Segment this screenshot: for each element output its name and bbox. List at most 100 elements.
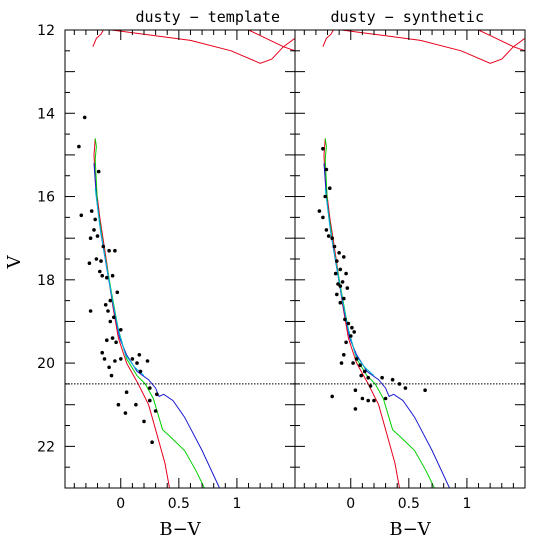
star-point <box>328 186 332 190</box>
star-point <box>105 275 109 280</box>
star-point <box>148 398 152 403</box>
star-point <box>360 396 365 401</box>
isochrone-cyan-6 <box>94 188 145 376</box>
star-point <box>368 384 373 388</box>
star-point <box>155 392 159 397</box>
star-point <box>88 236 93 240</box>
star-point <box>321 146 325 151</box>
y-tick-label: 20 <box>37 356 55 372</box>
star-point <box>324 228 329 232</box>
star-point <box>350 325 354 330</box>
star-point <box>145 359 150 363</box>
isochrone-cyan-6 <box>324 188 375 376</box>
star-point <box>113 359 117 363</box>
y-axis-label: V <box>4 255 25 270</box>
star-point <box>109 373 114 378</box>
star-point <box>358 363 362 368</box>
star-point <box>351 361 355 365</box>
star-point <box>390 377 395 382</box>
star-point <box>95 234 100 238</box>
star-point <box>366 375 371 380</box>
panel-frame <box>294 29 526 489</box>
star-point <box>339 361 344 365</box>
star-point <box>110 273 115 278</box>
isochrone-green-4 <box>324 138 435 488</box>
star-point <box>423 388 427 393</box>
x-tick-label: 0.5 <box>168 496 190 512</box>
star-point <box>380 375 384 380</box>
star-point <box>88 309 93 313</box>
star-point <box>330 236 335 240</box>
star-point <box>138 369 143 374</box>
isochrone-red-0 <box>323 139 400 488</box>
isochrone-blue-5 <box>93 163 220 488</box>
star-point <box>92 228 96 232</box>
star-point <box>107 248 111 253</box>
star-point <box>98 269 102 274</box>
star-point <box>79 213 84 218</box>
star-point <box>107 365 111 370</box>
star-point <box>87 261 92 266</box>
star-point <box>100 350 104 355</box>
star-point <box>112 315 116 320</box>
star-point <box>113 248 117 253</box>
star-point <box>332 244 337 249</box>
star-point <box>153 409 158 413</box>
panel-frame <box>64 29 296 489</box>
star-point <box>82 115 87 120</box>
star-point <box>100 273 104 278</box>
star-point <box>366 398 371 403</box>
star-point <box>403 386 408 390</box>
star-point <box>108 298 113 303</box>
star-point <box>346 321 351 326</box>
star-point <box>106 309 110 313</box>
star-point <box>353 407 358 411</box>
star-point <box>338 267 343 272</box>
star-point <box>94 257 99 261</box>
x-tick-label: 1 <box>462 496 471 512</box>
y-tick-label: 16 <box>37 190 55 206</box>
star-point <box>335 292 339 297</box>
star-point <box>317 209 322 213</box>
star-point <box>326 234 331 238</box>
star-point <box>344 340 348 345</box>
star-point <box>114 340 118 345</box>
star-point <box>338 284 343 288</box>
star-point <box>115 290 120 295</box>
star-point <box>342 296 346 301</box>
plot-area <box>295 30 525 488</box>
isochrone-red-0 <box>93 139 170 488</box>
star-point <box>330 394 335 399</box>
x-axis-label-synthetic: B−V <box>389 519 431 540</box>
isochrone-red-2 <box>111 30 295 64</box>
star-point <box>123 411 128 415</box>
star-point <box>102 357 107 361</box>
star-point <box>337 251 341 255</box>
isochrone-red-3 <box>248 30 295 52</box>
star-point <box>362 369 367 374</box>
x-tick-label: 0 <box>116 496 125 512</box>
star-point <box>340 280 345 284</box>
star-point <box>345 286 350 290</box>
star-point <box>135 361 139 365</box>
star-point <box>96 169 101 174</box>
star-point <box>116 402 121 407</box>
star-point <box>359 373 364 378</box>
panel-template: dusty − template B−V 0 0.5 1 <box>64 8 296 540</box>
star-point <box>99 259 103 263</box>
star-point <box>324 167 329 172</box>
star-point <box>110 336 115 340</box>
star-point <box>353 388 358 393</box>
star-point <box>383 396 388 401</box>
star-point <box>354 357 359 361</box>
isochrone-red-1 <box>92 30 104 47</box>
isochrone-blue-5 <box>323 163 450 488</box>
isochrone-red-2 <box>341 30 525 64</box>
y-tick-label: 14 <box>37 106 55 122</box>
star-point <box>344 271 348 276</box>
star-point <box>142 419 146 424</box>
star-point <box>119 357 123 361</box>
star-point <box>333 271 338 276</box>
x-tick-label: 0 <box>346 496 355 512</box>
